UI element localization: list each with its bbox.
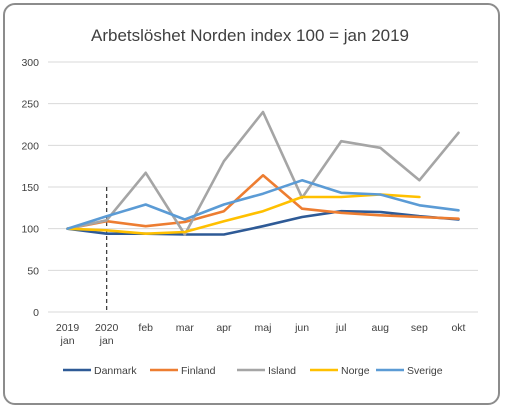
x-tick-label: mar <box>176 322 195 334</box>
y-tick-label: 0 <box>33 307 39 319</box>
legend-label-finland: Finland <box>181 365 216 377</box>
series-line-island <box>66 110 460 236</box>
gridlines <box>48 61 478 313</box>
chart-title: Arbetslöshet Norden index 100 = jan 2019 <box>91 26 409 45</box>
legend-label-island: Island <box>268 365 296 377</box>
x-tick-label: jul <box>335 322 347 334</box>
y-tick-label: 250 <box>21 99 39 111</box>
x-tick-label: maj <box>255 322 272 334</box>
series-line-finland <box>66 174 460 230</box>
x-tick-label: apr <box>216 322 232 334</box>
legend: Danmark Finland Island Norge Sverige <box>63 365 443 377</box>
series-line-sverige <box>66 179 460 230</box>
series-lines <box>66 110 460 236</box>
x-tick-label: aug <box>372 322 390 334</box>
y-tick-label: 300 <box>21 57 39 69</box>
x-tick-label: 2019 <box>56 322 80 334</box>
x-tick-label: okt <box>451 322 465 334</box>
y-tick-label: 150 <box>21 182 39 194</box>
legend-label-sverige: Sverige <box>407 365 443 377</box>
x-tick-label: feb <box>138 322 153 334</box>
series-line-norge <box>66 193 421 235</box>
y-tick-label: 200 <box>21 140 39 152</box>
x-tick-label: jan <box>60 335 75 347</box>
x-tick-label: 2020 <box>95 322 119 334</box>
legend-label-danmark: Danmark <box>94 365 137 377</box>
y-axis: 0 50 100 150 200 250 300 <box>21 57 39 319</box>
y-tick-label: 50 <box>27 265 39 277</box>
y-tick-label: 100 <box>21 224 39 236</box>
legend-label-norge: Norge <box>341 365 370 377</box>
x-tick-label: jun <box>294 322 309 334</box>
x-tick-label: sep <box>411 322 428 334</box>
x-tick-label: jan <box>99 335 114 347</box>
